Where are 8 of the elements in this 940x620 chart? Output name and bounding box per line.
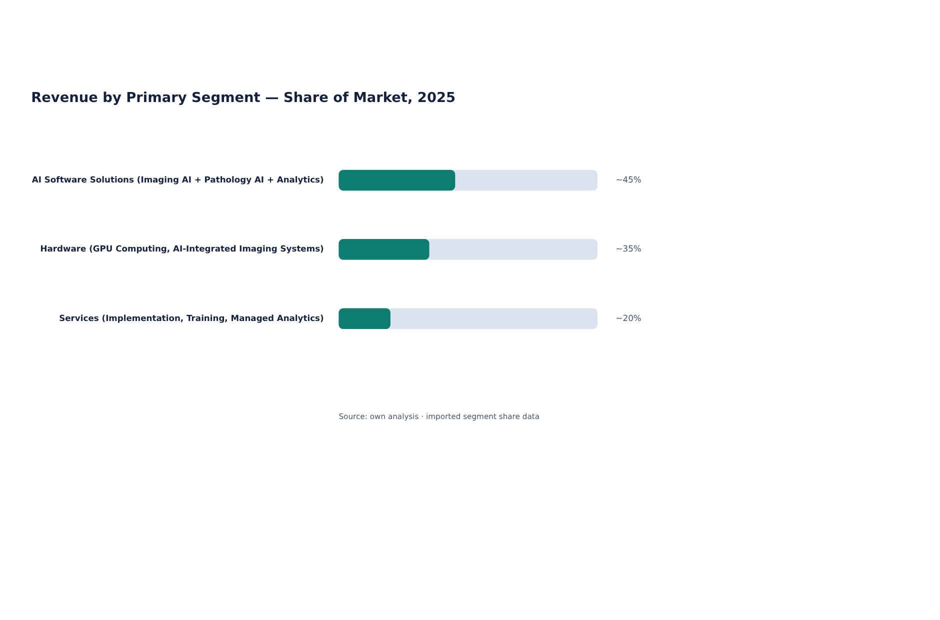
data-label: ~20% [616,312,642,323]
chart-title: Revenue by Primary Segment — Share of Market, 2025 [31,90,456,106]
source-note: Source: own analysis · imported segment share data [338,412,540,422]
y-tick-label: AI Software Solutions (Imaging AI + Pathology AI + Analytics) [32,174,324,185]
y-tick-label: Hardware (GPU Computing, AI-Integrated Imaging Systems) [40,244,324,254]
data-label: ~35% [616,244,642,254]
data-label: ~45% [616,174,642,185]
y-tick-label: Services (Implementation, Training, Managed Analytics) [59,312,324,323]
